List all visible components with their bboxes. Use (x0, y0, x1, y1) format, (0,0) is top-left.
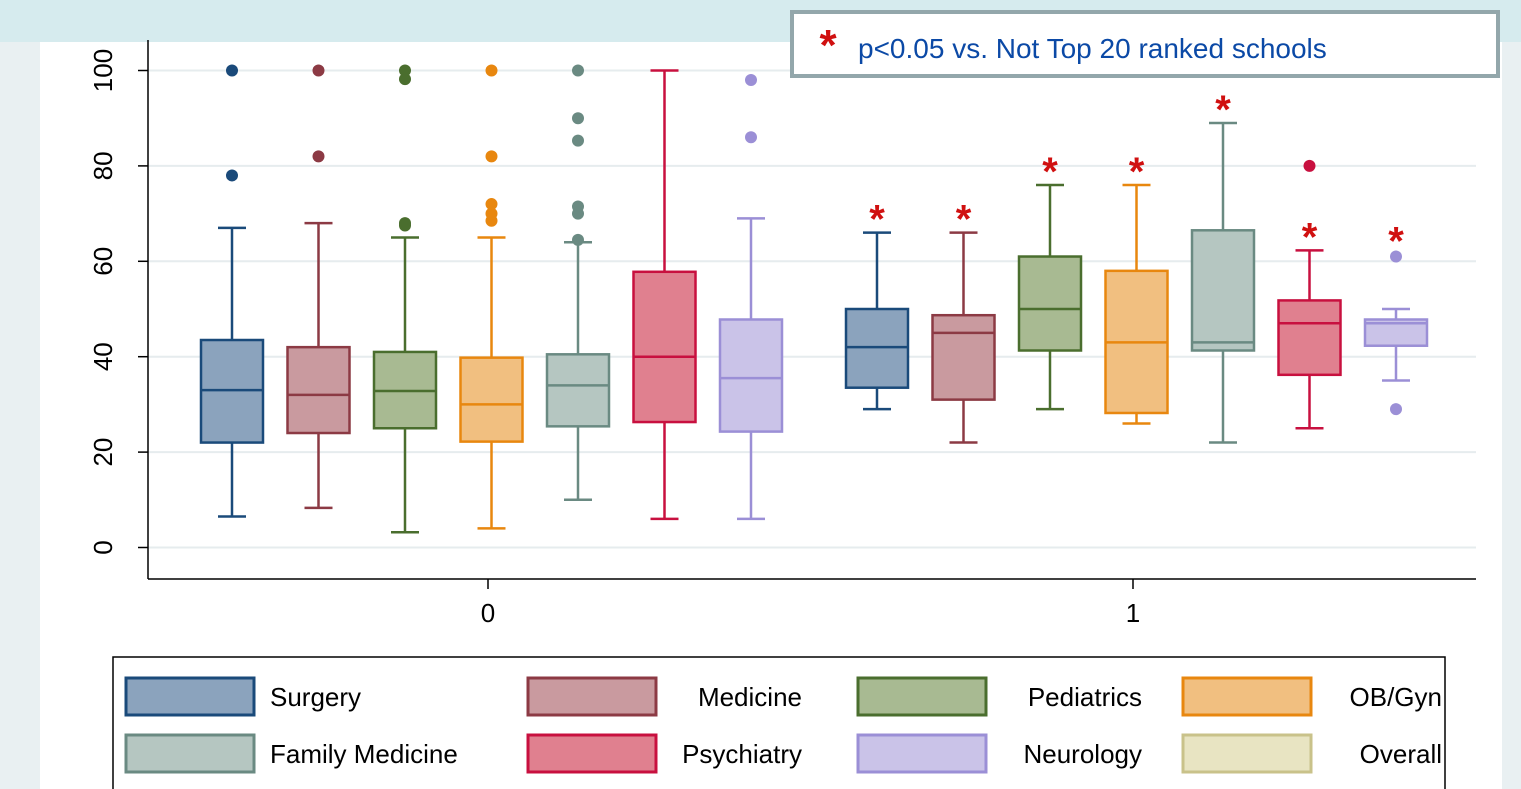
legend: Surgery Medicine Pediatrics OB/Gyn Family Me… (112, 656, 1446, 789)
legend-label: Psychiatry (682, 739, 802, 769)
y-tick-label-60: 60 (88, 247, 118, 276)
box-iqr (718, 318, 784, 433)
outlier-point (226, 64, 238, 77)
outlier-point (1390, 250, 1402, 263)
significance-star-pediatrics: * (1042, 150, 1058, 194)
legend-label: Surgery (270, 682, 361, 712)
outlier-point (1390, 403, 1402, 416)
box-psychiatry-group-0 (632, 69, 697, 521)
legend-swatch (124, 676, 256, 717)
legend-item-pediatrics: Pediatrics (856, 676, 1142, 717)
annotation-star-icon: * (819, 21, 837, 70)
box-ob-gyn-group-0 (459, 64, 524, 530)
legend-item-ob-gyn: OB/Gyn (1181, 676, 1442, 717)
annotation-text: p<0.05 vs. Not Top 20 ranked schools (858, 33, 1327, 64)
box-iqr (931, 313, 996, 401)
outlier-point (1303, 159, 1316, 172)
outlier-point (485, 150, 498, 163)
legend-item-surgery: Surgery (124, 676, 361, 717)
y-tick-label-0: 0 (88, 540, 118, 554)
significance-star-family-medicine: * (1215, 88, 1231, 132)
outlier-point (745, 74, 757, 87)
box-neurology-group-0 (718, 74, 784, 521)
box-series (199, 64, 1429, 534)
outlier-point (399, 64, 411, 77)
x-tick-label-1: 1 (1126, 598, 1140, 628)
box-iqr (286, 345, 351, 435)
legend-swatch (1181, 676, 1313, 717)
significance-markers: * * * * * * * (869, 88, 1404, 264)
y-tick-label-100: 100 (88, 49, 118, 92)
legend-swatch (526, 733, 658, 774)
legend-label: Family Medicine (270, 739, 458, 769)
legend-label: Medicine (698, 682, 802, 712)
outlier-point (485, 207, 498, 220)
legend-swatch (856, 676, 988, 717)
outlier-point (572, 112, 584, 125)
box-family-medicine-group-1 (1190, 121, 1256, 444)
box-family-medicine-group-0 (545, 64, 611, 502)
y-tick-label-20: 20 (88, 438, 118, 467)
legend-label: OB/Gyn (1350, 682, 1442, 712)
y-axis-ticks: 0 20 40 60 80 100 (88, 49, 148, 555)
outlier-point (399, 73, 411, 86)
outlier-point (572, 233, 584, 246)
box-iqr (632, 270, 697, 424)
outlier-point (226, 169, 238, 182)
box-neurology-group-1 (1363, 250, 1429, 416)
box-iqr (1190, 229, 1256, 352)
box-medicine-group-0 (286, 64, 351, 510)
legend-item-family-medicine: Family Medicine (124, 733, 458, 774)
box-iqr (1277, 299, 1342, 377)
box-psychiatry-group-1 (1277, 159, 1342, 430)
legend-label: Overall (1360, 739, 1442, 769)
legend-swatch (526, 676, 658, 717)
legend-item-psychiatry: Psychiatry (526, 733, 802, 774)
box-medicine-group-1 (931, 231, 996, 444)
significance-star-medicine: * (956, 198, 972, 242)
legend-swatch (856, 733, 988, 774)
legend-label: Neurology (1023, 739, 1142, 769)
legend-swatch (124, 733, 256, 774)
box-surgery-group-0 (199, 64, 265, 518)
outlier-point (572, 134, 584, 147)
box-surgery-group-1 (844, 231, 910, 411)
outlier-point (485, 64, 498, 77)
outlier-point (399, 217, 411, 230)
outlier-point (312, 64, 325, 77)
significance-annotation: * p<0.05 vs. Not Top 20 ranked schools (790, 10, 1500, 78)
significance-star-ob-gyn: * (1129, 150, 1145, 194)
outlier-point (745, 131, 757, 144)
significance-star-neurology: * (1388, 220, 1404, 264)
significance-star-surgery: * (869, 198, 885, 242)
legend-swatch (1181, 733, 1313, 774)
legend-item-neurology: Neurology (856, 733, 1142, 774)
annotation-box (790, 10, 1500, 78)
box-iqr (1017, 255, 1083, 352)
legend-item-medicine: Medicine (526, 676, 802, 717)
box-pediatrics-group-1 (1017, 183, 1083, 411)
legend-item-overall: Overall (1181, 733, 1442, 774)
box-iqr (545, 353, 611, 428)
significance-star-psychiatry: * (1302, 215, 1318, 259)
y-tick-label-40: 40 (88, 342, 118, 371)
box-iqr (459, 356, 524, 443)
box-ob-gyn-group-1 (1104, 183, 1169, 425)
outlier-point (485, 198, 498, 211)
outlier-point (572, 200, 584, 213)
outlier-point (312, 150, 325, 163)
legend-label: Pediatrics (1028, 682, 1142, 712)
outlier-point (572, 64, 584, 77)
box-pediatrics-group-0 (372, 64, 438, 534)
x-tick-label-0: 0 (481, 598, 495, 628)
y-tick-label-80: 80 (88, 151, 118, 180)
